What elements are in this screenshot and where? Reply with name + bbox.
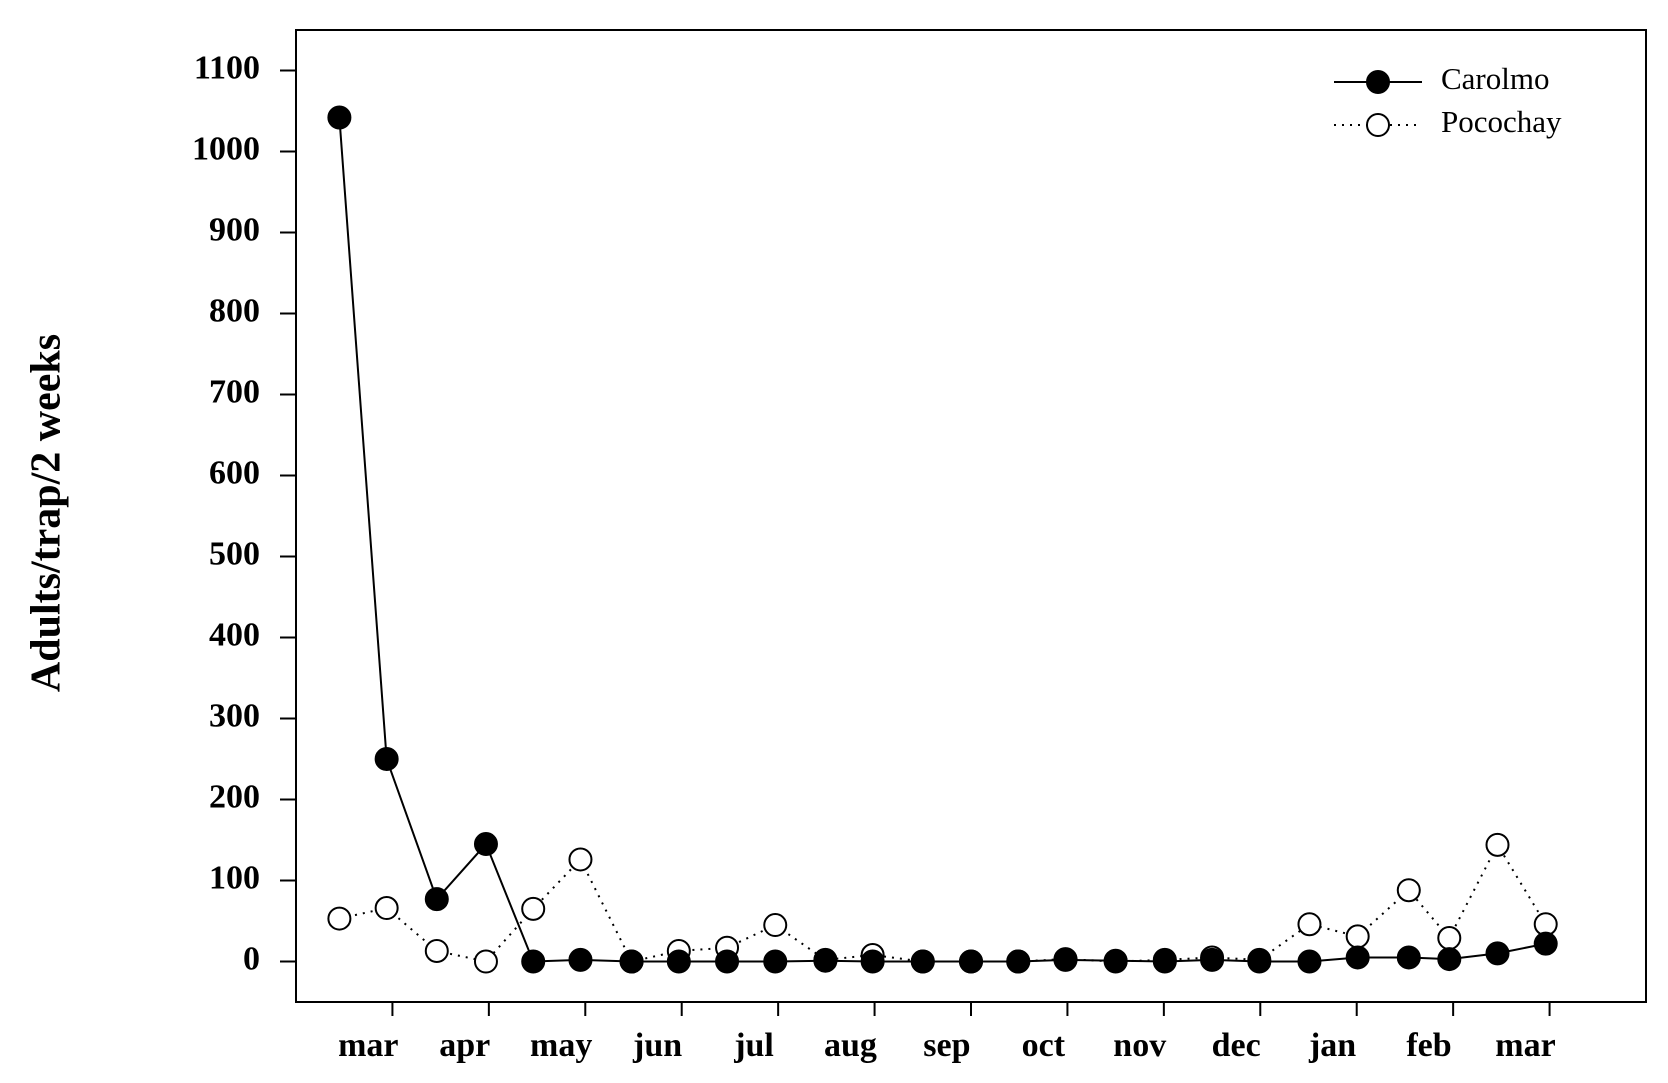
x-tick-label: oct [1022,1027,1066,1064]
data-point [715,949,740,974]
y-tick-label: 800 [209,292,260,329]
data-point [1103,948,1128,973]
y-tick-label: 500 [209,535,260,572]
data-point [1297,949,1322,974]
data-point [1485,832,1510,857]
legend-marker [1366,113,1390,137]
data-point [959,949,983,974]
y-tick-label: 200 [209,778,260,815]
data-point [327,906,352,931]
series-line [338,117,1546,963]
data-point [1396,878,1421,903]
x-tick-label: dec [1212,1027,1261,1064]
data-point [473,832,498,857]
y-tick-label: 1000 [192,130,260,167]
legend-label: Carolmo [1441,61,1550,96]
data-point [813,948,838,973]
data-point [374,747,399,771]
y-tick-label: 600 [209,454,260,491]
legend-label: Pocochay [1441,104,1562,139]
data-point [1396,945,1421,970]
x-tick-label: jun [632,1027,682,1064]
data-point [1200,947,1225,972]
x-tick-label: may [530,1027,592,1064]
data-point [568,847,593,872]
y-tick-label: 700 [209,373,260,410]
data-point [424,887,449,912]
x-tick-label: sep [923,1027,970,1064]
y-tick-label: 300 [209,697,260,734]
y-tick-label: 0 [243,940,260,977]
data-point [374,896,399,921]
y-tick-label: 1100 [194,49,260,86]
x-tick-label: nov [1113,1027,1166,1064]
data-point [763,913,788,938]
data-point [1533,931,1558,956]
data-point [1437,947,1462,972]
x-tick-label: mar [338,1027,398,1064]
data-point [763,949,788,974]
data-point [1247,949,1272,974]
y-tick-label: 100 [209,859,260,896]
data-point [473,949,498,974]
data-point [1345,945,1370,970]
data-point [1297,912,1322,937]
data-point [1345,924,1370,949]
legend-marker [1366,70,1390,94]
x-tick-label: apr [439,1027,490,1064]
x-tick-label: mar [1495,1027,1555,1064]
y-axis-label: Adults/trap/2 weeks [24,334,70,692]
data-point [1152,949,1177,974]
data-point [619,949,644,974]
data-point [1006,949,1031,974]
data-point [910,949,935,974]
data-point [521,949,546,974]
x-tick-label: jan [1308,1027,1356,1064]
data-point [424,938,449,963]
data-point [1437,926,1462,951]
data-point [568,947,593,972]
x-tick-label: feb [1406,1027,1451,1064]
data-point [327,105,352,130]
data-point [666,949,691,974]
data-point [1485,941,1510,966]
x-tick-label: jul [733,1027,774,1064]
x-tick-label: aug [824,1027,877,1064]
data-point [860,949,885,974]
data-point [521,896,546,921]
y-tick-label: 900 [209,211,260,248]
y-tick-label: 400 [209,616,260,653]
data-point [1053,947,1078,972]
plot-frame [295,29,1647,1003]
